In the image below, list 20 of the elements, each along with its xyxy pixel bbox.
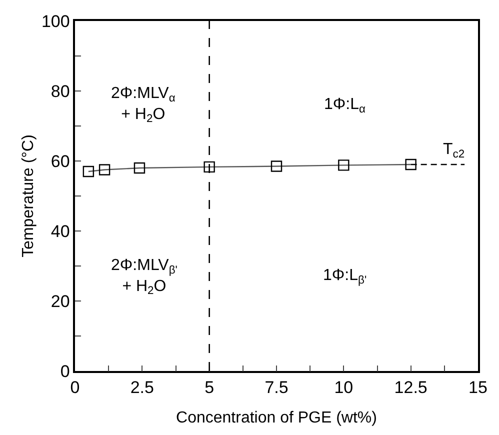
x-tick-label: 12.5	[394, 378, 428, 398]
y-axis-title: Temperature (°C)	[20, 134, 37, 258]
x-tick-label: 10	[334, 378, 354, 398]
point	[405, 158, 416, 170]
annotation: 1Φ:L$_{β'}$	[323, 267, 367, 286]
y-tick-label: 80	[50, 82, 70, 101]
x-tick-label: 2.5	[130, 378, 154, 398]
text: 2Φ:MLV$_{β'}$ + H$_{2}$O	[111, 257, 178, 298]
annotation: T$_{c2}$	[443, 141, 465, 160]
y-tick-label: 100	[41, 12, 70, 31]
y-tick-label: 40	[50, 222, 70, 241]
y-tick-label: 60	[50, 152, 70, 171]
x-tick-label: 15	[468, 378, 488, 398]
x-axis-title: Concentration of PGE (wt%)	[176, 409, 377, 426]
x-tick-label: 5	[204, 378, 214, 398]
y-tick-label: 20	[50, 292, 70, 311]
annotation: 1Φ:L$_{α}$	[324, 96, 366, 116]
text: 2Φ:MLV$_{α}$ + H$_{2}$O	[111, 85, 176, 126]
y-tick-label: 0	[60, 362, 70, 381]
x-tick-label: 7.5	[264, 378, 288, 398]
